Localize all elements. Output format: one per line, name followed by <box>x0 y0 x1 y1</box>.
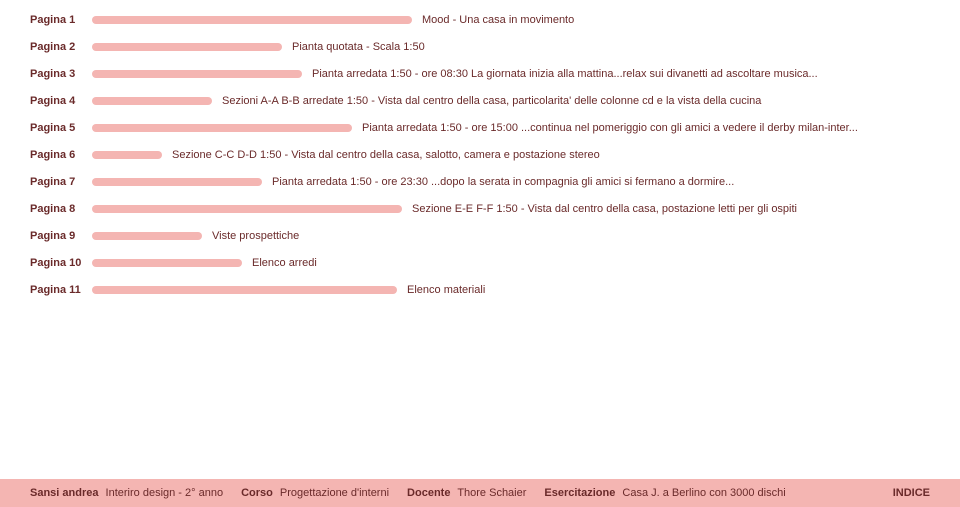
index-description: Pianta arredata 1:50 - ore 15:00 ...cont… <box>362 122 858 134</box>
index-bar <box>92 232 202 240</box>
page-label: Pagina 9 <box>30 230 92 242</box>
index-row: Pagina 7 Pianta arredata 1:50 - ore 23:30… <box>30 168 960 195</box>
index-description: Pianta arredata 1:50 - ore 08:30 La gior… <box>312 68 818 80</box>
page-label: Pagina 4 <box>30 95 92 107</box>
page-label: Pagina 7 <box>30 176 92 188</box>
index-description: Mood - Una casa in movimento <box>422 14 574 26</box>
page-label: Pagina 3 <box>30 68 92 80</box>
index-bar <box>92 205 402 213</box>
index-bar <box>92 286 397 294</box>
index-row: Pagina 8 Sezione E-E F-F 1:50 - Vista dal… <box>30 195 960 222</box>
page-label: Pagina 10 <box>30 257 92 269</box>
index-bar <box>92 178 262 186</box>
index-row: Pagina 5 Pianta arredata 1:50 - ore 15:00… <box>30 114 960 141</box>
index-bar <box>92 43 282 51</box>
footer-exercise-label: Esercitazione <box>544 487 615 499</box>
index-row: Pagina 6 Sezione C-C D-D 1:50 - Vista dal… <box>30 141 960 168</box>
footer-dept: Interiro design - 2° anno <box>106 487 224 499</box>
index-description: Pianta quotata - Scala 1:50 <box>292 41 425 53</box>
footer-teacher-label: Docente <box>407 487 450 499</box>
index-row: Pagina 3 Pianta arredata 1:50 - ore 08:30… <box>30 60 960 87</box>
index-description: Sezioni A-A B-B arredate 1:50 - Vista da… <box>222 95 761 107</box>
page-label: Pagina 5 <box>30 122 92 134</box>
index-description: Elenco arredi <box>252 257 317 269</box>
page-label: Pagina 8 <box>30 203 92 215</box>
footer-bar: Sansi andrea Interiro design - 2° anno C… <box>0 479 960 507</box>
index-list: Pagina 1Mood - Una casa in movimentoPagi… <box>0 0 960 303</box>
index-description: Sezione C-C D-D 1:50 - Vista dal centro … <box>172 149 600 161</box>
index-description: Pianta arredata 1:50 - ore 23:30 ...dopo… <box>272 176 734 188</box>
page-label: Pagina 1 <box>30 14 92 26</box>
index-row: Pagina 1 Mood - Una casa in movimento <box>30 6 960 33</box>
footer-author: Sansi andrea <box>30 487 98 499</box>
index-description: Elenco materiali <box>407 284 485 296</box>
index-bar <box>92 151 162 159</box>
index-bar <box>92 259 242 267</box>
index-row: Pagina 4 Sezioni A-A B-B arredate 1:50 - … <box>30 87 960 114</box>
index-row: Pagina 10 Elenco arredi <box>30 249 960 276</box>
index-description: Viste prospettiche <box>212 230 299 242</box>
page-label: Pagina 2 <box>30 41 92 53</box>
index-bar <box>92 124 352 132</box>
footer-index: INDICE <box>893 487 930 499</box>
page-label: Pagina 6 <box>30 149 92 161</box>
footer-course-value: Progettazione d'interni <box>280 487 389 499</box>
footer-course-label: Corso <box>241 487 273 499</box>
footer-exercise-value: Casa J. a Berlino con 3000 dischi <box>622 487 785 499</box>
index-row: Pagina 11 Elenco materiali <box>30 276 960 303</box>
footer-teacher-value: Thore Schaier <box>457 487 526 499</box>
index-description: Sezione E-E F-F 1:50 - Vista dal centro … <box>412 203 797 215</box>
index-row: Pagina 9 Viste prospettiche <box>30 222 960 249</box>
index-bar <box>92 97 212 105</box>
index-bar <box>92 16 412 24</box>
page-label: Pagina 11 <box>30 284 92 296</box>
index-row: Pagina 2 Pianta quotata - Scala 1:50 <box>30 33 960 60</box>
index-bar <box>92 70 302 78</box>
